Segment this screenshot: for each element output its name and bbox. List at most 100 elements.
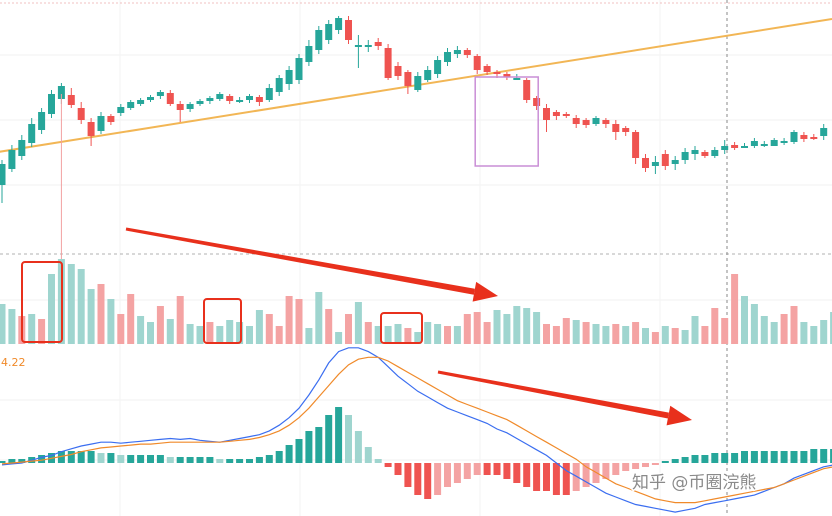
candle-body-79 bbox=[780, 141, 788, 143]
volume-bar-52 bbox=[513, 306, 521, 344]
annotation-box-3 bbox=[380, 312, 423, 344]
candle-body-0 bbox=[0, 164, 6, 185]
volume-bar-10 bbox=[97, 284, 105, 344]
macd-hist-bar-68 bbox=[671, 459, 679, 463]
macd-hist-bar-1 bbox=[8, 459, 16, 463]
watermark-text: 知乎 @币圈浣熊 bbox=[632, 473, 756, 493]
volume-bar-66 bbox=[651, 332, 659, 344]
volume-bar-18 bbox=[176, 296, 184, 344]
candle-body-3 bbox=[28, 124, 36, 143]
macd-hist-bar-42 bbox=[414, 463, 422, 495]
macd-hist-bar-69 bbox=[681, 457, 689, 463]
volume-bar-33 bbox=[325, 309, 333, 344]
candle-body-41 bbox=[404, 72, 412, 86]
macd-hist-bar-23 bbox=[226, 459, 234, 463]
volume-bar-23 bbox=[226, 320, 234, 344]
macd-hist-bar-57 bbox=[562, 463, 570, 495]
candle-body-5 bbox=[48, 94, 55, 114]
candle-body-60 bbox=[592, 118, 600, 124]
macd-hist-bar-27 bbox=[265, 455, 273, 463]
macd-hist-bar-34 bbox=[335, 407, 343, 463]
volume-bar-79 bbox=[780, 314, 788, 344]
macd-hist-bar-36 bbox=[354, 431, 362, 463]
macd-hist-bar-31 bbox=[305, 431, 313, 463]
volume-bar-21 bbox=[206, 322, 214, 344]
volume-bar-24 bbox=[236, 322, 244, 344]
volume-bar-32 bbox=[315, 292, 323, 344]
annotation-arrow-2-head bbox=[666, 405, 692, 426]
macd-hist-bar-4 bbox=[38, 455, 46, 463]
candle-body-48 bbox=[473, 56, 481, 70]
dif-line bbox=[1, 347, 832, 513]
candle-body-53 bbox=[523, 80, 531, 100]
volume-bar-43 bbox=[424, 322, 432, 344]
candle-body-65 bbox=[642, 158, 649, 168]
candle-body-36 bbox=[354, 45, 362, 47]
candle-body-13 bbox=[127, 102, 135, 108]
candle-body-64 bbox=[632, 132, 640, 158]
macd-hist-bar-51 bbox=[503, 463, 511, 479]
macd-hist-bar-84 bbox=[830, 449, 832, 463]
volume-bar-27 bbox=[265, 314, 273, 344]
volume-bar-40 bbox=[394, 324, 402, 344]
candle-body-56 bbox=[552, 112, 560, 116]
volume-bar-63 bbox=[622, 326, 630, 344]
macd-hist-bar-2 bbox=[18, 459, 26, 463]
volume-bar-61 bbox=[602, 326, 610, 344]
volume-bar-76 bbox=[750, 304, 758, 344]
candle-body-75 bbox=[741, 146, 748, 148]
volume-bar-57 bbox=[562, 318, 570, 344]
macd-hist-bar-29 bbox=[285, 445, 293, 463]
volume-bar-9 bbox=[87, 289, 95, 344]
macd-hist-bar-82 bbox=[810, 449, 818, 463]
candle-body-33 bbox=[325, 24, 333, 40]
candle-body-83 bbox=[820, 128, 828, 136]
volume-bar-13 bbox=[127, 294, 135, 344]
volume-bar-16 bbox=[156, 306, 164, 344]
macd-hist-bar-76 bbox=[750, 451, 758, 463]
macd-hist-bar-66 bbox=[651, 463, 659, 465]
annotations bbox=[21, 227, 692, 426]
macd-hist-bar-67 bbox=[661, 461, 669, 463]
volume-bar-72 bbox=[711, 308, 719, 344]
candle-body-29 bbox=[285, 70, 293, 84]
macd-hist-bar-63 bbox=[622, 463, 630, 471]
macd-hist-bar-24 bbox=[236, 459, 244, 463]
volume-bar-49 bbox=[483, 322, 491, 344]
volume-bar-5 bbox=[48, 274, 55, 344]
candle-body-77 bbox=[760, 144, 768, 146]
volume-bar-1 bbox=[8, 309, 16, 344]
volume-bar-69 bbox=[681, 330, 689, 344]
candle-body-14 bbox=[137, 100, 145, 104]
macd-hist-bar-41 bbox=[404, 463, 412, 487]
macd-hist-bar-45 bbox=[444, 463, 451, 487]
candle-body-40 bbox=[394, 66, 402, 76]
macd-hist-bar-81 bbox=[800, 451, 808, 463]
macd-hist-bar-30 bbox=[295, 439, 303, 463]
macd-hist-bar-0 bbox=[0, 461, 6, 463]
candle-body-42 bbox=[414, 76, 422, 90]
candle-body-16 bbox=[156, 92, 164, 96]
volume-bar-14 bbox=[137, 316, 145, 344]
macd-hist-bar-18 bbox=[176, 457, 184, 463]
candle-body-47 bbox=[463, 50, 471, 55]
volume-bar-26 bbox=[255, 310, 263, 344]
candle-body-51 bbox=[503, 74, 511, 77]
candle-body-49 bbox=[483, 66, 491, 72]
macd-hist-bar-40 bbox=[394, 463, 402, 475]
candle-body-10 bbox=[97, 116, 105, 131]
volume-bar-70 bbox=[691, 316, 699, 344]
macd-hist-bar-80 bbox=[790, 451, 798, 463]
macd-hist-bar-19 bbox=[186, 457, 194, 463]
volume-bar-67 bbox=[661, 326, 669, 344]
volume-bar-15 bbox=[147, 322, 154, 344]
volume-bar-78 bbox=[770, 322, 778, 344]
macd-hist-bar-26 bbox=[255, 457, 263, 463]
macd-panel bbox=[0, 347, 832, 513]
candle-body-54 bbox=[533, 98, 541, 106]
macd-hist-bar-73 bbox=[721, 453, 729, 463]
candle-body-25 bbox=[246, 96, 253, 100]
macd-hist-bar-62 bbox=[612, 463, 620, 475]
volume-bar-51 bbox=[503, 314, 511, 344]
